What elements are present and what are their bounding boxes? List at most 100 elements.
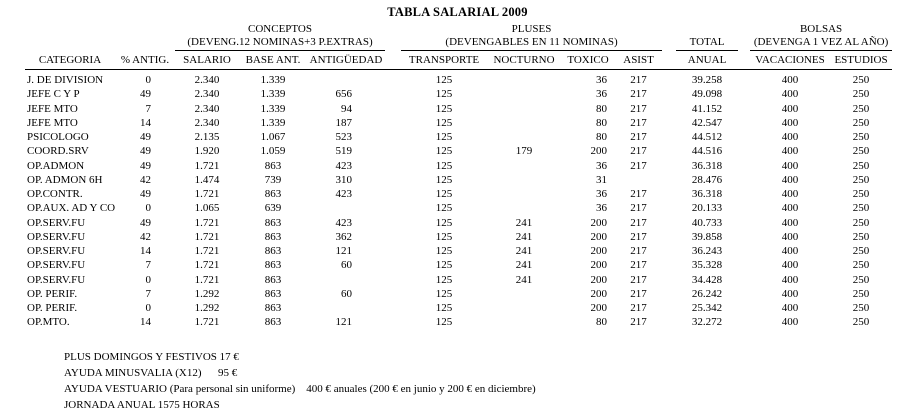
table-row: OP.SERV.FU 49 1.721 863 423 125 241 200 217 40.73… — [25, 216, 892, 230]
group-header-conceptos: CONCEPTOS (DEVENG.12 NOMINAS+3 P.EXTRAS) — [175, 23, 386, 51]
spacer-cell — [385, 130, 401, 144]
table-cell: OP.SERV.FU — [27, 259, 86, 272]
table-cell: 125 — [435, 259, 453, 272]
table-cell: OP.CONTR. — [27, 188, 83, 200]
table-cell: 241 — [515, 245, 533, 257]
table-cell: 7 — [145, 259, 152, 272]
table-cell: 250 — [852, 287, 870, 300]
table-cell: JEFE MTO — [27, 116, 78, 129]
table-cell: 1.721 — [194, 245, 220, 257]
table-cell: OP. PERIF. — [27, 287, 78, 300]
group-conceptos-subtitle: (DEVENG.12 NOMINAS+3 P.EXTRAS) — [187, 35, 373, 48]
table-cell: 250 — [852, 202, 870, 215]
spacer-cell — [662, 159, 676, 173]
spacer-cell — [662, 87, 676, 101]
table-cell: 125 — [435, 173, 453, 186]
table-cell: 241 — [515, 216, 533, 229]
table-cell: 125 — [435, 88, 453, 101]
spacer-cell — [738, 102, 750, 116]
table-cell: 200 — [590, 259, 608, 272]
group-header-pluses: PLUSES (DEVENGABLES EN 11 NOMINAS) — [401, 23, 663, 51]
table-cell: 250 — [852, 259, 870, 272]
table-cell: 44.516 — [691, 145, 723, 158]
table-cell: 14 — [140, 245, 151, 257]
table-cell: 35.328 — [691, 259, 723, 272]
table-cell: 0 — [145, 74, 152, 86]
column-header-antiguedad: ANTIGÜEDAD — [307, 50, 386, 70]
table-cell: 1.474 — [194, 173, 220, 186]
spacer-cell — [662, 230, 676, 244]
table-cell: 523 — [335, 131, 353, 143]
table-cell: 125 — [435, 145, 453, 158]
table-cell: 14 — [140, 316, 151, 329]
table-cell: 125 — [435, 216, 453, 229]
table-cell: 250 — [852, 131, 870, 143]
table-cell: 863 — [264, 245, 282, 257]
table-cell: 49.098 — [691, 88, 723, 101]
table-cell: 121 — [335, 316, 353, 329]
table-cell: 400 — [781, 316, 799, 329]
table-cell — [487, 287, 561, 301]
page-title: TABLA SALARIAL 2009 — [387, 5, 528, 19]
spacer-cell — [738, 173, 750, 187]
table-cell: 217 — [630, 202, 647, 215]
table-cell: 80 — [596, 102, 608, 115]
table-cell: 400 — [781, 116, 799, 129]
column-header-antig: % ANTIG. — [115, 50, 175, 70]
table-cell: 400 — [781, 245, 799, 257]
table-cell: 125 — [435, 273, 453, 286]
spacer-cell — [662, 315, 676, 329]
table-cell: 241 — [515, 230, 533, 243]
table-cell: 1.721 — [194, 259, 220, 272]
table-cell: 2.340 — [194, 74, 220, 86]
table-cell: 400 — [781, 216, 799, 229]
spacer-cell — [385, 216, 401, 230]
table-cell — [487, 130, 561, 144]
group-bolsas-subtitle: (DEVENGA 1 VEZ AL AÑO) — [753, 35, 889, 48]
table-row: OP.AUX. AD Y CO 0 1.065 639 125 36 217 20.133 40… — [25, 201, 892, 215]
table-cell: 362 — [335, 230, 353, 243]
table-cell: 656 — [335, 88, 353, 101]
table-cell: 7 — [145, 102, 152, 115]
spacer-cell — [385, 159, 401, 173]
column-header-categoria: CATEGORIA — [25, 50, 115, 70]
table-cell: 32.272 — [691, 316, 723, 329]
column-header-salario: SALARIO — [175, 50, 239, 70]
table-cell: 217 — [630, 259, 647, 272]
table-cell: 125 — [435, 159, 453, 172]
table-cell: 80 — [596, 116, 608, 129]
table-cell: 20.133 — [691, 202, 723, 215]
table-cell: 863 — [264, 316, 282, 329]
table-cell: 400 — [781, 74, 799, 86]
table-cell: 217 — [630, 245, 647, 257]
table-cell: 217 — [630, 159, 647, 172]
spacer-cell — [385, 173, 401, 187]
spacer-cell — [738, 301, 750, 315]
table-cell: 241 — [515, 273, 533, 286]
table-cell: 36.318 — [691, 159, 723, 172]
table-cell: 250 — [852, 245, 870, 257]
table-cell: 125 — [435, 102, 453, 115]
salary-table: CONCEPTOS (DEVENG.12 NOMINAS+3 P.EXTRAS)… — [25, 23, 893, 330]
group-pluses-title: PLUSES — [511, 23, 552, 35]
table-cell: 36 — [596, 188, 608, 200]
spacer-cell — [738, 230, 750, 244]
spacer-cell — [662, 187, 676, 201]
spacer-cell — [738, 287, 750, 301]
table-cell: 863 — [264, 188, 282, 200]
table-cell: 250 — [852, 116, 870, 129]
table-cell: 60 — [341, 287, 353, 300]
table-cell: 1.721 — [194, 188, 220, 200]
table-cell: 217 — [630, 188, 647, 200]
table-cell: 42.547 — [691, 116, 723, 129]
table-cell: 44.512 — [691, 131, 723, 143]
table-cell: 400 — [781, 302, 799, 314]
spacer-cell — [385, 287, 401, 301]
table-cell: 36.243 — [691, 245, 723, 257]
table-row: OP.MTO. 14 1.721 863 121 125 80 217 32.272 400 250 — [25, 315, 892, 329]
table-row: OP.CONTR. 49 1.721 863 423 125 36 217 36.318 400 2… — [25, 187, 892, 201]
spacer-cell — [662, 244, 676, 258]
table-cell: 217 — [630, 287, 647, 300]
column-header-transporte: TRANSPORTE — [401, 50, 488, 70]
